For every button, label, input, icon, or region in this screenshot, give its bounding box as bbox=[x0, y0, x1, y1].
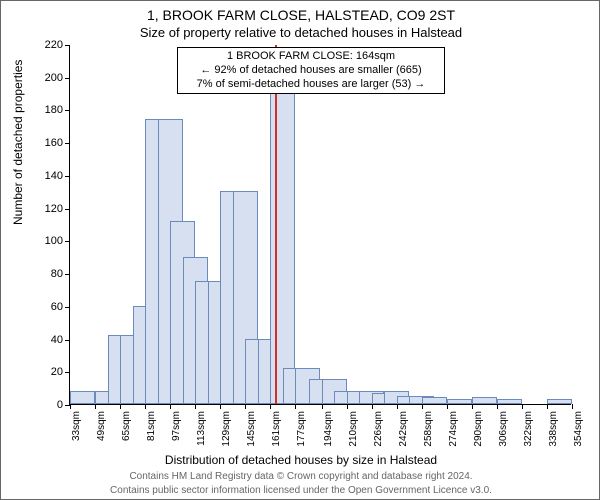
y-tick-label: 180 bbox=[33, 104, 63, 116]
x-tick-label: 306sqm bbox=[498, 411, 509, 451]
x-tick-label: 226sqm bbox=[373, 411, 384, 451]
y-tick-mark bbox=[65, 110, 70, 111]
x-tick-mark bbox=[347, 404, 348, 409]
x-tick-mark bbox=[497, 404, 498, 409]
y-tick-label: 100 bbox=[33, 235, 63, 247]
x-tick-label: 49sqm bbox=[96, 411, 107, 451]
y-tick-label: 140 bbox=[33, 170, 63, 182]
histogram-bar bbox=[447, 399, 472, 404]
footer-licence: Contains public sector information licen… bbox=[1, 485, 600, 496]
histogram-bar bbox=[422, 397, 447, 404]
x-tick-mark bbox=[397, 404, 398, 409]
x-tick-label: 274sqm bbox=[448, 411, 459, 451]
y-tick-label: 160 bbox=[33, 137, 63, 149]
x-tick-mark bbox=[572, 404, 573, 409]
x-tick-mark bbox=[372, 404, 373, 409]
x-tick-mark bbox=[270, 404, 271, 409]
x-tick-mark bbox=[295, 404, 296, 409]
x-tick-mark bbox=[547, 404, 548, 409]
x-tick-mark bbox=[422, 404, 423, 409]
x-tick-mark bbox=[170, 404, 171, 409]
y-tick-mark bbox=[65, 274, 70, 275]
x-tick-label: 113sqm bbox=[196, 411, 207, 451]
y-tick-label: 220 bbox=[33, 39, 63, 51]
x-tick-mark bbox=[70, 404, 71, 409]
x-tick-label: 258sqm bbox=[423, 411, 434, 451]
x-tick-label: 322sqm bbox=[523, 411, 534, 451]
y-tick-label: 80 bbox=[33, 268, 63, 280]
annotation-line1: 1 BROOK FARM CLOSE: 164sqm bbox=[182, 50, 440, 64]
x-tick-mark bbox=[95, 404, 96, 409]
x-tick-label: 81sqm bbox=[146, 411, 157, 451]
x-tick-mark bbox=[120, 404, 121, 409]
chart-container: 1, BROOK FARM CLOSE, HALSTEAD, CO9 2ST S… bbox=[0, 0, 600, 500]
y-tick-mark bbox=[65, 78, 70, 79]
x-tick-mark bbox=[195, 404, 196, 409]
x-tick-label: 194sqm bbox=[323, 411, 334, 451]
histogram-bar bbox=[70, 391, 95, 404]
x-tick-label: 33sqm bbox=[71, 411, 82, 451]
x-tick-label: 161sqm bbox=[271, 411, 282, 451]
footer-copyright: Contains HM Land Registry data © Crown c… bbox=[1, 471, 600, 482]
plot-area bbox=[69, 45, 571, 405]
x-tick-mark bbox=[145, 404, 146, 409]
y-axis-label: Number of detached properties bbox=[11, 60, 25, 225]
annotation-line3: 7% of semi-detached houses are larger (5… bbox=[182, 78, 440, 92]
x-tick-label: 65sqm bbox=[121, 411, 132, 451]
x-tick-label: 354sqm bbox=[573, 411, 584, 451]
x-tick-label: 177sqm bbox=[296, 411, 307, 451]
y-tick-mark bbox=[65, 176, 70, 177]
x-tick-mark bbox=[447, 404, 448, 409]
x-tick-label: 338sqm bbox=[548, 411, 559, 451]
x-tick-mark bbox=[522, 404, 523, 409]
annotation-box: 1 BROOK FARM CLOSE: 164sqm ← 92% of deta… bbox=[177, 47, 445, 94]
x-axis-label: Distribution of detached houses by size … bbox=[1, 453, 600, 467]
y-tick-label: 60 bbox=[33, 301, 63, 313]
title-secondary: Size of property relative to detached ho… bbox=[1, 25, 600, 40]
y-tick-mark bbox=[65, 143, 70, 144]
y-tick-label: 120 bbox=[33, 203, 63, 215]
x-tick-mark bbox=[322, 404, 323, 409]
annotation-line2: ← 92% of detached houses are smaller (66… bbox=[182, 64, 440, 78]
y-tick-mark bbox=[65, 209, 70, 210]
histogram-bar bbox=[547, 399, 572, 404]
x-tick-mark bbox=[220, 404, 221, 409]
y-tick-label: 200 bbox=[33, 72, 63, 84]
y-tick-mark bbox=[65, 340, 70, 341]
y-tick-label: 40 bbox=[33, 334, 63, 346]
y-tick-mark bbox=[65, 372, 70, 373]
x-tick-mark bbox=[472, 404, 473, 409]
y-tick-mark bbox=[65, 241, 70, 242]
y-tick-label: 20 bbox=[33, 366, 63, 378]
x-tick-label: 242sqm bbox=[398, 411, 409, 451]
reference-line bbox=[275, 45, 277, 404]
histogram-bar bbox=[497, 399, 522, 404]
histogram-bar bbox=[472, 397, 497, 404]
x-tick-label: 129sqm bbox=[221, 411, 232, 451]
x-tick-mark bbox=[245, 404, 246, 409]
x-tick-label: 290sqm bbox=[473, 411, 484, 451]
y-tick-mark bbox=[65, 45, 70, 46]
y-tick-label: 0 bbox=[33, 399, 63, 411]
x-tick-label: 145sqm bbox=[246, 411, 257, 451]
y-tick-mark bbox=[65, 307, 70, 308]
title-primary: 1, BROOK FARM CLOSE, HALSTEAD, CO9 2ST bbox=[1, 7, 600, 23]
x-tick-label: 97sqm bbox=[171, 411, 182, 451]
x-tick-label: 210sqm bbox=[348, 411, 359, 451]
